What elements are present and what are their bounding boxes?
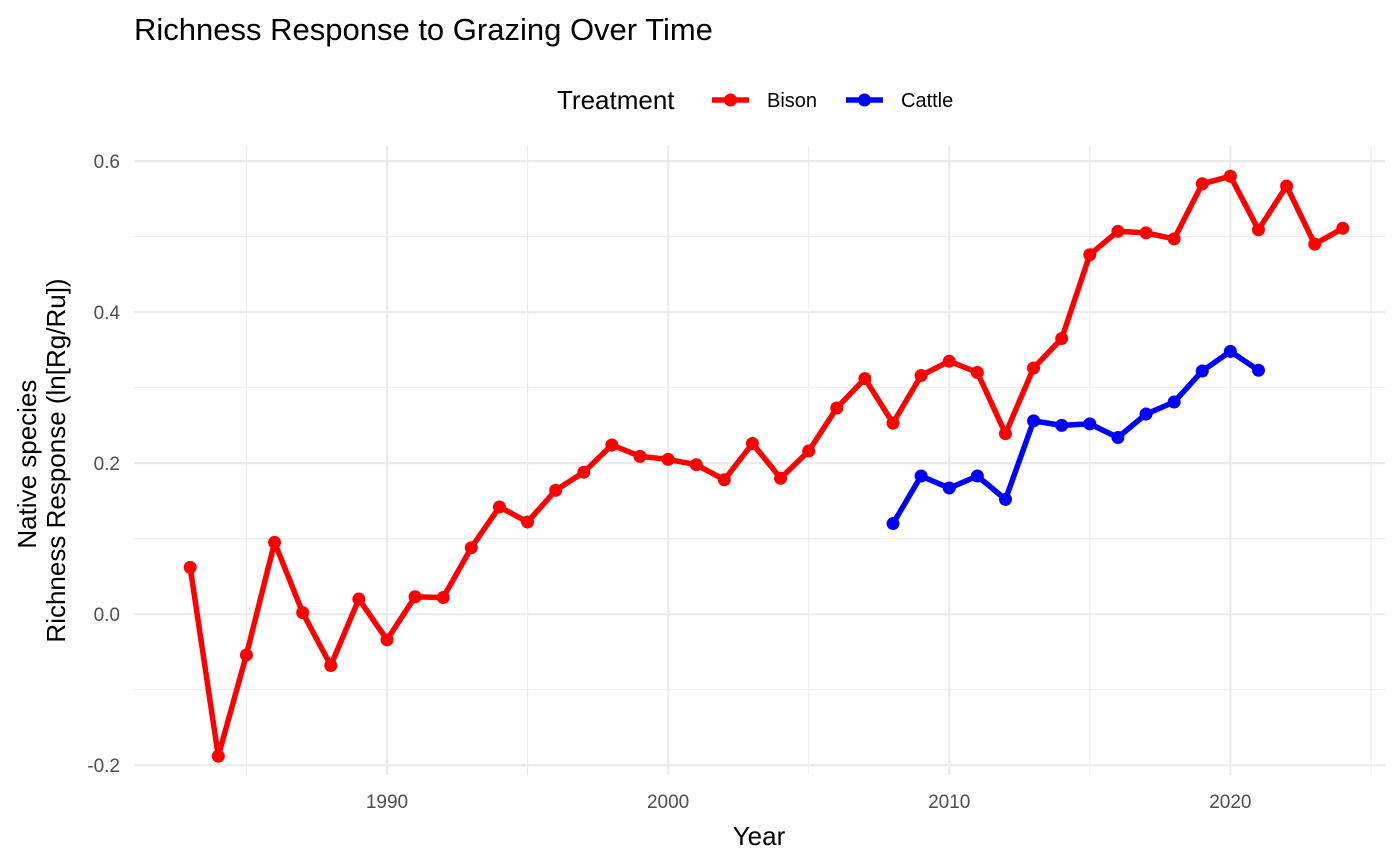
data-point-bison xyxy=(1308,237,1322,251)
x-tick-label: 2010 xyxy=(928,792,970,813)
x-tick-label: 1990 xyxy=(366,792,408,813)
data-point-bison xyxy=(1083,248,1097,262)
data-point-cattle xyxy=(1027,414,1041,428)
data-point-bison xyxy=(858,372,872,386)
data-point-bison xyxy=(436,591,450,605)
data-point-cattle xyxy=(970,469,984,483)
data-point-bison xyxy=(942,354,956,368)
data-point-bison xyxy=(886,416,900,430)
legend-key-point xyxy=(858,93,871,107)
data-point-cattle xyxy=(1083,417,1097,431)
y-tick-label: 0.2 xyxy=(94,454,120,475)
data-point-bison xyxy=(774,471,788,485)
data-point-cattle xyxy=(1251,363,1265,377)
data-point-bison xyxy=(183,560,197,574)
data-point-bison xyxy=(1195,177,1209,191)
legend-key-point xyxy=(724,93,737,107)
data-point-bison xyxy=(633,449,647,463)
data-point-bison xyxy=(380,633,394,647)
data-point-bison xyxy=(577,465,591,479)
y-tick-label: -0.2 xyxy=(87,756,120,777)
data-point-bison xyxy=(998,427,1012,441)
data-point-cattle xyxy=(1195,364,1209,378)
data-point-bison xyxy=(211,749,225,763)
tick-labels: 1990 2000 2010 2020 -0.2 0.0 0.2 0.4 0.6 xyxy=(87,152,1251,813)
y-tick-label: 0.6 xyxy=(94,152,120,173)
legend-title: Treatment xyxy=(557,85,675,115)
data-point-bison xyxy=(1111,224,1125,238)
data-point-cattle xyxy=(942,481,956,495)
x-tick-label: 2020 xyxy=(1209,792,1251,813)
data-point-bison xyxy=(296,606,310,620)
data-point-bison xyxy=(1280,179,1294,193)
data-point-bison xyxy=(1167,232,1181,246)
data-point-bison xyxy=(661,452,675,466)
legend-label: Cattle xyxy=(901,90,953,112)
data-point-bison xyxy=(492,500,506,514)
data-point-bison xyxy=(1027,361,1041,375)
data-point-bison xyxy=(239,648,253,662)
data-point-cattle xyxy=(1167,395,1181,409)
data-point-cattle xyxy=(1111,430,1125,444)
data-point-cattle xyxy=(998,492,1012,506)
data-point-bison xyxy=(549,483,563,497)
data-point-bison xyxy=(464,541,478,555)
data-point-bison xyxy=(802,444,816,458)
data-point-bison xyxy=(1223,169,1237,183)
data-point-bison xyxy=(1251,223,1265,237)
data-point-cattle xyxy=(886,517,900,531)
data-point-bison xyxy=(830,401,844,415)
data-point-bison xyxy=(521,515,535,529)
data-point-bison xyxy=(717,473,731,487)
data-point-bison xyxy=(970,366,984,380)
data-point-bison xyxy=(324,659,338,673)
data-point-bison xyxy=(605,438,619,452)
y-tick-label: 0.0 xyxy=(94,605,120,626)
x-tick-label: 2000 xyxy=(647,792,689,813)
data-point-cattle xyxy=(914,469,928,483)
y-axis-title-line-2: Richness Response (ln[Rg/Ru]) xyxy=(41,278,71,642)
grid xyxy=(134,146,1385,775)
legend-label: Bison xyxy=(767,90,817,112)
data-point-bison xyxy=(268,535,282,549)
data-point-cattle xyxy=(1139,407,1153,421)
data-point-bison xyxy=(1139,226,1153,240)
y-axis-title: Native species Richness Response (ln[Rg/… xyxy=(12,278,71,642)
legend: Treatment Bison Cattle xyxy=(557,85,953,115)
data-point-bison xyxy=(745,437,759,451)
x-axis-title: Year xyxy=(733,821,786,851)
y-tick-label: 0.4 xyxy=(94,303,121,324)
series-line-bison xyxy=(187,173,1346,759)
legend-entry-cattle: Cattle xyxy=(846,90,953,112)
series-bison xyxy=(183,169,1350,763)
series-cattle xyxy=(886,344,1265,531)
data-point-bison xyxy=(689,458,703,472)
data-point-cattle xyxy=(1223,344,1237,358)
data-point-bison xyxy=(352,592,366,606)
y-axis-title-line-1: Native species xyxy=(12,380,42,549)
data-point-bison xyxy=(1336,221,1350,235)
legend-entry-bison: Bison xyxy=(712,90,817,112)
data-point-bison xyxy=(914,369,928,383)
data-point-bison xyxy=(1055,332,1069,346)
data-point-cattle xyxy=(1055,418,1069,432)
data-point-bison xyxy=(408,590,422,604)
chart-title: Richness Response to Grazing Over Time xyxy=(134,12,713,47)
series-layer xyxy=(183,169,1350,763)
